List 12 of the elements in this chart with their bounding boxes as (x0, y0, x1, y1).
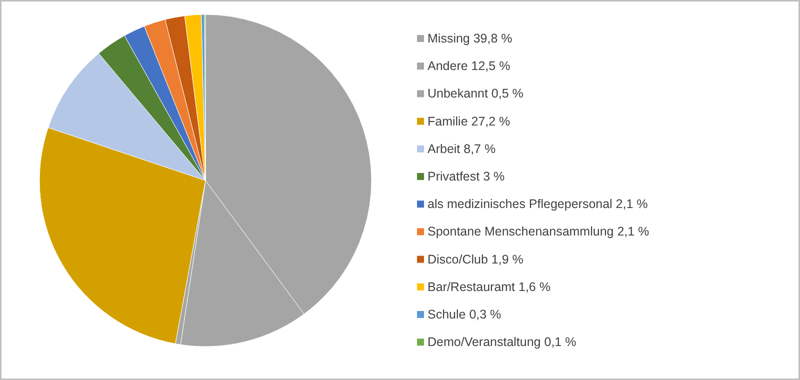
legend-label: Disco/Club 1,9 % (428, 252, 524, 266)
legend-label: Andere 12,5 % (428, 59, 510, 74)
legend-label: Arbeit 8,7 % (428, 142, 496, 156)
legend-label: Bar/Restauramt 1,6 % (428, 280, 550, 294)
legend-label: Missing 39,8 % (428, 32, 512, 46)
legend-label: Privatfest 3 % (428, 170, 505, 184)
legend-label: Spontane Menschenansammlung 2,1 % (428, 224, 650, 239)
legend-label: Demo/Veranstaltung 0,1 % (428, 335, 576, 350)
legend-label: Unbekannt 0,5 % (428, 86, 524, 101)
legend-label: als medizinisches Pflegepersonal 2,1 % (428, 197, 648, 212)
legend-label: Familie 27,2 % (428, 114, 510, 128)
legend-label: Schule 0,3 % (428, 308, 502, 322)
